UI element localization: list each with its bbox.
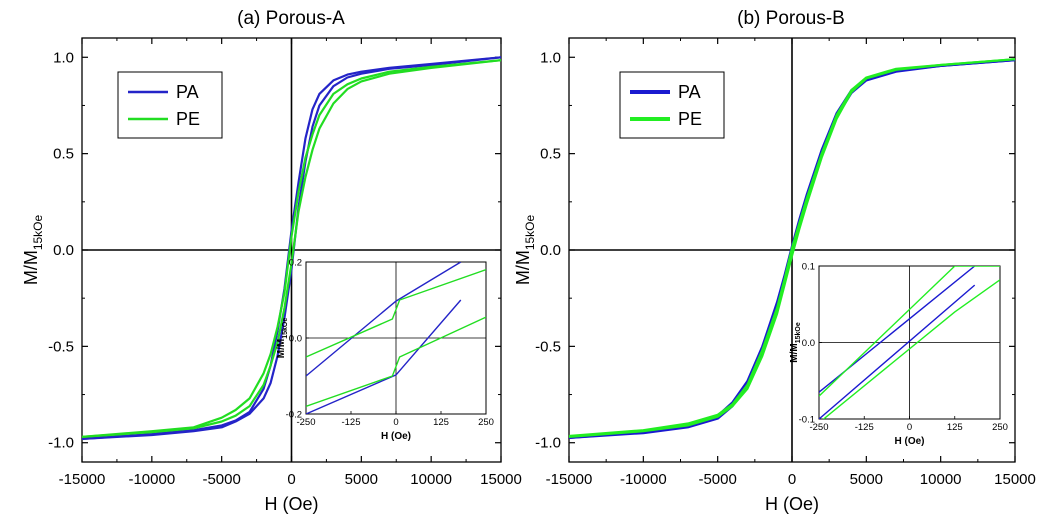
x-tick-label: 10000 xyxy=(920,471,962,488)
chart-title: (a) Porous-A xyxy=(237,8,345,29)
y-tick-label: -0.5 xyxy=(48,338,74,355)
inset-x-tick-label: -125 xyxy=(855,422,874,433)
legend-label-pa: PA xyxy=(176,82,199,102)
panel-a: (a) Porous-A -15000 -10000 -5000 0 5000 10000 1… xyxy=(21,8,522,514)
y-axis-label: M/M15kOe xyxy=(21,214,45,285)
x-tick-label: -15000 xyxy=(59,471,106,488)
legend-label-pa: PA xyxy=(678,82,701,102)
inset-y-tick-label: -0.1 xyxy=(799,415,815,426)
legend-label-pe: PE xyxy=(176,109,200,129)
y-axis-label-main: M/M xyxy=(513,250,533,285)
y-tick-label: -1.0 xyxy=(48,435,74,452)
inset-x-tick-label: 125 xyxy=(947,422,963,433)
y-tick-label: 1.0 xyxy=(540,49,561,66)
series-line-pe-lower-branch xyxy=(81,59,502,438)
y-axis-label-subscript: 15kOe xyxy=(523,214,537,250)
x-tick-label: 15000 xyxy=(994,471,1036,488)
x-tick-label: 10000 xyxy=(410,471,452,488)
x-tick-label: 0 xyxy=(788,471,796,488)
inset-x-tick-label: 250 xyxy=(478,417,494,428)
legend: PA PE xyxy=(619,71,725,139)
y-tick-label: 0.5 xyxy=(53,146,74,163)
inset-x-tick-label: -250 xyxy=(809,422,828,433)
chart-title: (b) Porous-B xyxy=(737,8,845,29)
y-tick-label: 0.0 xyxy=(540,242,561,259)
x-axis-label: H (Oe) xyxy=(765,494,819,514)
inset-series-line-pa-upper-branch xyxy=(306,262,462,377)
x-tick-label: -15000 xyxy=(546,471,593,488)
legend-box xyxy=(117,71,223,139)
inset-y-axis-label-subscript: 15kOe xyxy=(795,322,802,343)
inset-y-axis-label-subscript: 15kOe xyxy=(282,318,289,339)
inset-series-line-pa-lower-branch xyxy=(306,299,462,414)
legend: PA PE xyxy=(117,71,223,139)
y-tick-label: -1.0 xyxy=(535,435,561,452)
series-line-pe-lower-branch xyxy=(568,58,1016,438)
x-tick-label: -5000 xyxy=(202,471,240,488)
x-tick-label: 5000 xyxy=(850,471,883,488)
inset-b: -250 -125 0 125 250 -0.1 0.0 0.1 H (Oe) M/M15kOe xyxy=(789,262,1008,448)
x-tick-label: -10000 xyxy=(620,471,667,488)
inset-y-tick-label: 0.0 xyxy=(802,338,815,349)
inset-y-tick-label: -0.2 xyxy=(286,410,302,421)
inset-y-axis-label: M/M15kOe xyxy=(276,318,289,359)
x-tick-label: 5000 xyxy=(345,471,378,488)
legend-label-pe: PE xyxy=(678,109,702,129)
inset-x-tick-label: 125 xyxy=(433,417,449,428)
inset-series-line-pe-lower-branch xyxy=(306,316,486,408)
x-tick-label: -10000 xyxy=(128,471,175,488)
y-tick-label: 0.5 xyxy=(540,146,561,163)
inset-curves xyxy=(819,266,1000,419)
inset-series-line-pa-lower-branch xyxy=(819,284,976,419)
inset-y-axis-label-main: M/M xyxy=(276,339,287,358)
inset-series-line-pe-upper-branch xyxy=(819,266,1000,397)
inset-x-tick-label: 0 xyxy=(393,417,398,428)
inset-x-axis-label: H (Oe) xyxy=(381,431,411,442)
y-axis-label-subscript: 15kOe xyxy=(31,214,45,250)
inset-x-tick-label: 0 xyxy=(907,422,912,433)
inset-series-line-pe-lower-branch xyxy=(822,279,1000,419)
inset-series-line-pe-upper-branch xyxy=(306,268,486,358)
inset-y-tick-label: 0.0 xyxy=(289,334,302,345)
x-tick-label: -5000 xyxy=(698,471,736,488)
inset-y-axis-label: M/M15kOe xyxy=(789,322,802,363)
inset-a: -250 -125 0 125 250 -0.2 0.0 0.2 H (Oe) M/M15kOe xyxy=(276,258,494,443)
legend-box xyxy=(619,71,725,139)
y-tick-label: 1.0 xyxy=(53,49,74,66)
x-axis-label: H (Oe) xyxy=(265,494,319,514)
x-tick-label: 15000 xyxy=(480,471,522,488)
x-tick-label: 0 xyxy=(287,471,295,488)
inset-y-tick-label: 0.1 xyxy=(802,262,815,273)
y-tick-label: 0.0 xyxy=(53,242,74,259)
inset-x-axis-label: H (Oe) xyxy=(895,436,925,447)
inset-y-tick-label: 0.2 xyxy=(289,258,302,269)
y-tick-label: -0.5 xyxy=(535,338,561,355)
inset-curves xyxy=(306,262,486,414)
y-axis-label-main: M/M xyxy=(21,250,41,285)
inset-x-tick-label: -250 xyxy=(296,417,315,428)
inset-x-tick-label: -125 xyxy=(341,417,360,428)
inset-y-axis-label-main: M/M xyxy=(789,343,800,362)
y-axis-label: M/M15kOe xyxy=(513,214,537,285)
panel-b: (b) Porous-B -15000 -10000 -5000 0 5000 10000 1… xyxy=(513,8,1036,514)
series-line-pe-upper-branch xyxy=(81,59,502,438)
inset-x-tick-label: 250 xyxy=(992,422,1008,433)
